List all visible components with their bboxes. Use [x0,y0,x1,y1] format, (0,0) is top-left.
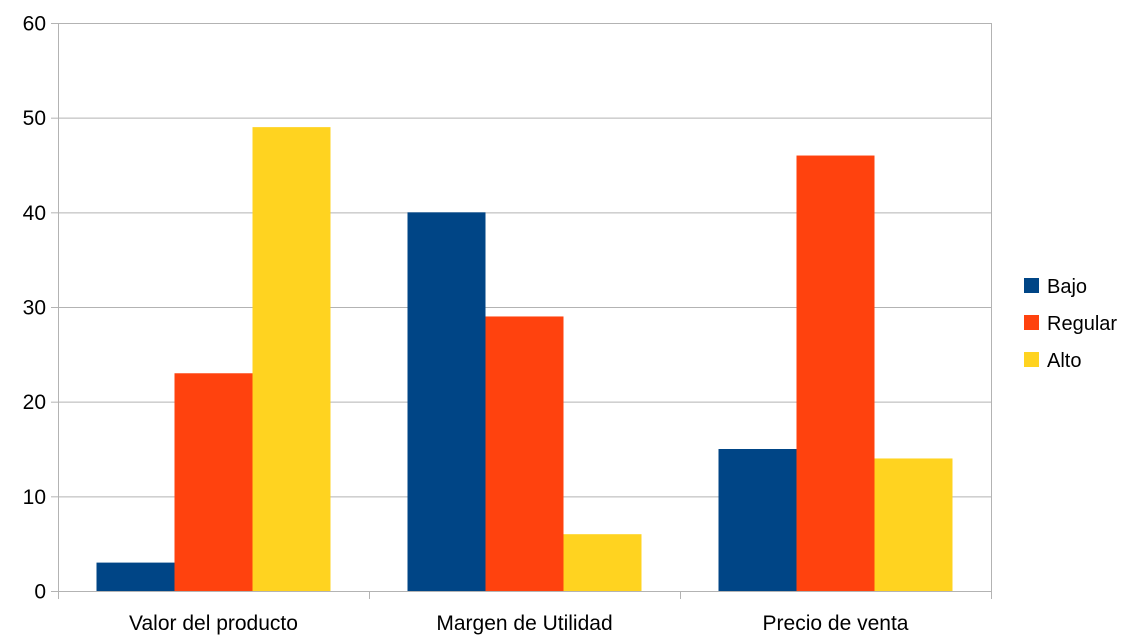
axes: 0 10 20 30 40 50 60 Valor del producto Margen de… [23,13,992,635]
bar-regular-1 [485,316,564,591]
bar-alto-2 [874,458,953,591]
y-tick-label: 50 [23,107,46,130]
legend-swatch-alto [1024,352,1039,367]
legend-swatch-bajo [1024,278,1039,293]
bar-regular-2 [796,155,875,592]
bar-bajo-1 [407,212,486,592]
legend-swatch-regular [1024,315,1039,330]
legend-label-alto: Alto [1047,350,1081,372]
bar-regular-0 [174,373,253,591]
x-category-label: Valor del producto [129,612,298,635]
legend-label-bajo: Bajo [1047,276,1087,298]
bars [96,127,953,592]
y-tick-label: 60 [23,13,46,36]
bar-bajo-2 [718,449,797,591]
y-tick-label: 30 [23,297,46,320]
legend: Bajo Regular Alto [1024,276,1117,372]
x-category-label: Precio de venta [763,612,909,635]
y-tick-label: 0 [34,581,46,604]
y-tick-label: 20 [23,391,46,414]
legend-label-regular: Regular [1047,313,1117,335]
bar-alto-1 [563,534,642,591]
y-tick-label: 40 [23,202,46,225]
bar-bajo-0 [96,562,175,591]
y-tick-label: 10 [23,486,46,509]
x-category-label: Margen de Utilidad [436,612,612,635]
bar-alto-0 [252,127,331,591]
